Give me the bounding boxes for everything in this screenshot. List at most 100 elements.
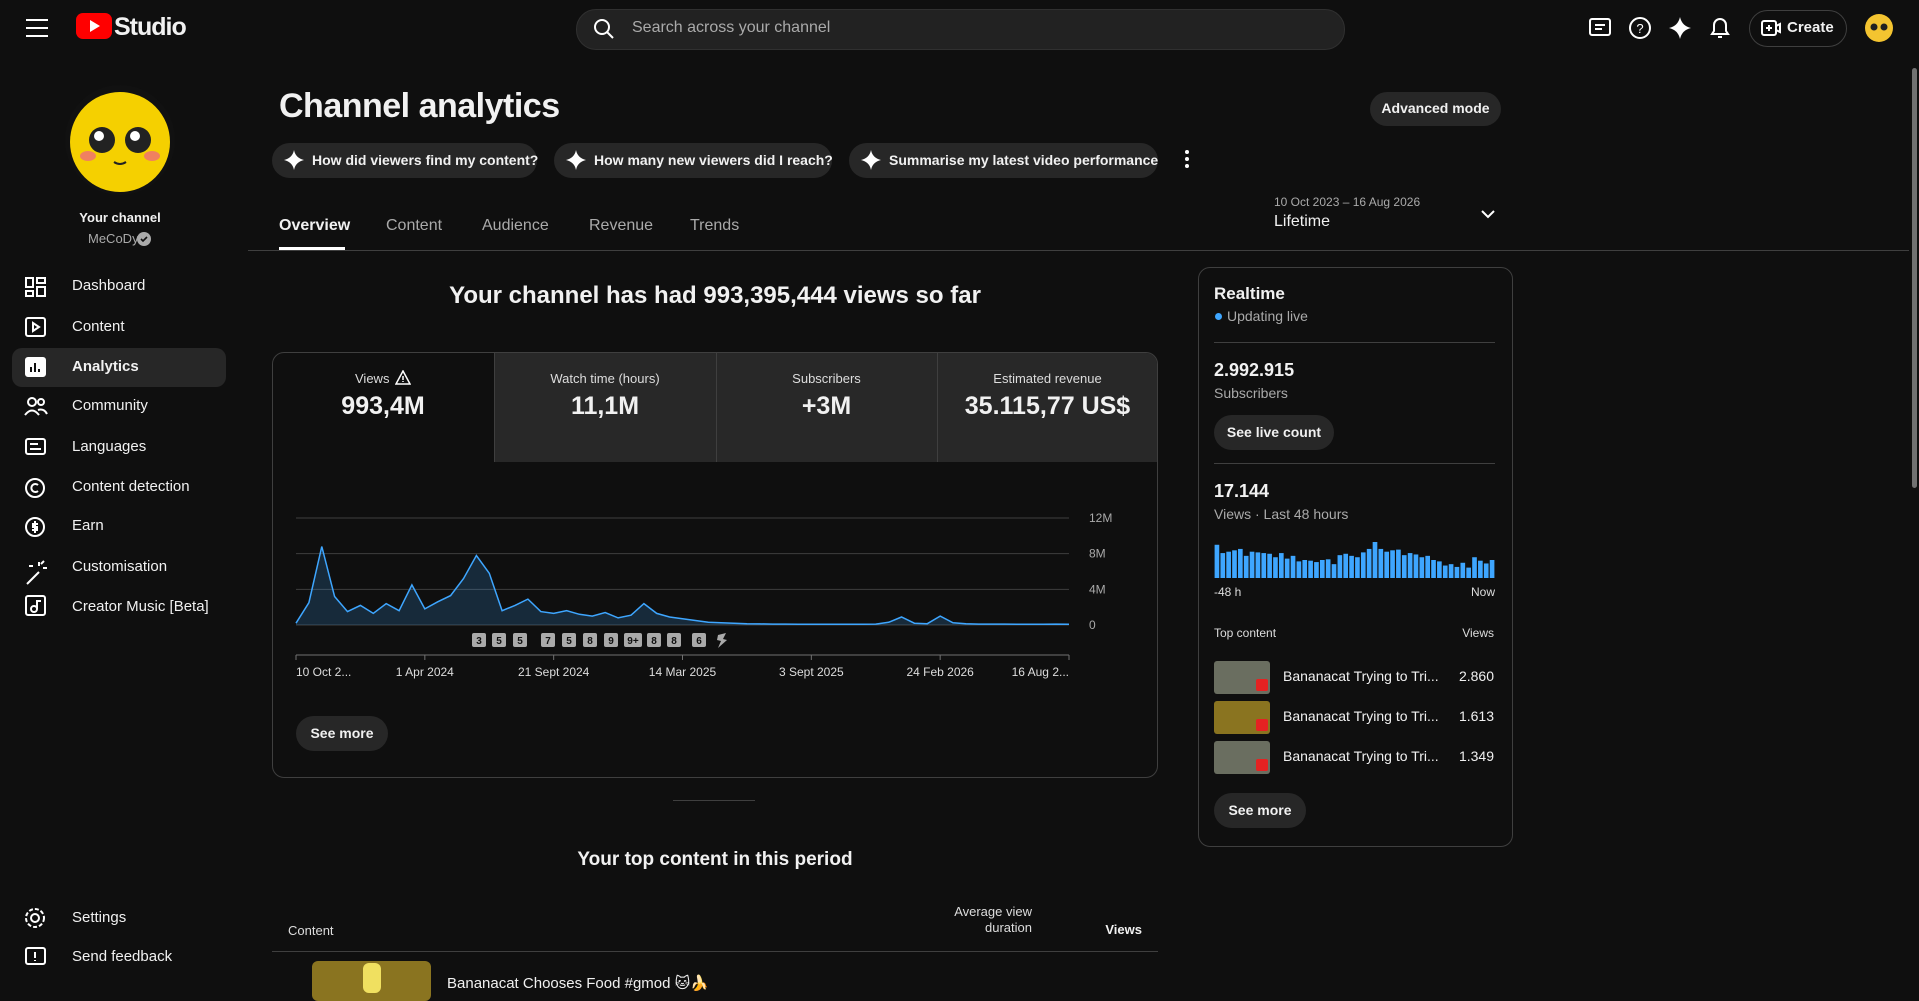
create-button[interactable] [1749, 10, 1847, 47]
menu-icon[interactable] [26, 18, 50, 38]
row-thumbnail[interactable] [312, 961, 431, 1001]
row-thumbnail[interactable] [1214, 701, 1270, 734]
marker-box[interactable] [604, 633, 618, 647]
bar [1314, 562, 1319, 578]
marker-label[interactable]: 5 [517, 636, 523, 647]
marker-label[interactable]: 5 [566, 636, 572, 647]
bar [1337, 555, 1343, 578]
search-placeholder[interactable]: Search across your channel [632, 19, 831, 36]
marker-label[interactable]: 9 [608, 636, 614, 647]
metric-label[interactable]: Views [355, 371, 390, 386]
row-thumbnail[interactable] [1214, 661, 1270, 694]
period-chevron[interactable] [1480, 208, 1496, 220]
marker-label[interactable]: 8 [671, 636, 677, 647]
prompt-label[interactable]: How many new viewers did I reach? [594, 152, 833, 168]
marker-label[interactable]: 8 [651, 636, 657, 647]
marker-label[interactable]: 6 [696, 636, 702, 647]
metric-label[interactable]: Watch time (hours) [550, 371, 660, 386]
nav-item[interactable]: Creator Music [Beta] [72, 598, 209, 615]
tab[interactable]: Revenue [589, 217, 654, 234]
metric-value[interactable]: +3M [801, 392, 852, 420]
bar [1325, 559, 1331, 578]
account-avatar[interactable] [1864, 13, 1894, 43]
nav-item[interactable]: Customisation [72, 558, 168, 575]
nav-item[interactable]: Content [72, 318, 125, 335]
views-line [295, 546, 1070, 626]
prompt-chip[interactable] [272, 143, 537, 178]
logo-icon[interactable] [76, 13, 112, 39]
bar [1407, 553, 1413, 578]
shorts-marker[interactable] [717, 633, 727, 648]
bar [1343, 553, 1349, 578]
marker-label[interactable]: 5 [496, 636, 502, 647]
date-range[interactable]: 10 Oct 2023 – 16 Aug 2026 [1274, 195, 1421, 209]
marker-label[interactable]: 9+ [627, 636, 639, 647]
create-label[interactable]: Create [1787, 19, 1834, 36]
period[interactable]: Lifetime [1274, 213, 1331, 230]
realtime-title: Realtime [1214, 284, 1285, 303]
metric-label[interactable]: Estimated revenue [993, 371, 1102, 386]
logo-text[interactable]: Studio [114, 13, 187, 41]
shorts-badge [1256, 759, 1268, 771]
top-content-label: Top content [1214, 626, 1277, 640]
nav-item[interactable]: Send feedback [72, 948, 173, 965]
prompt-label[interactable]: Summarise my latest video performance [889, 152, 1159, 168]
row-thumbnail[interactable] [1214, 741, 1270, 774]
tab[interactable]: Trends [690, 217, 740, 234]
nav-item[interactable]: Languages [72, 438, 147, 455]
bar [1460, 562, 1466, 578]
metric-value[interactable]: 35.115,77 US$ [964, 392, 1131, 420]
channel-name[interactable]: MeCoDy [88, 231, 139, 246]
bar [1214, 544, 1220, 578]
marker-box[interactable] [667, 633, 681, 647]
nav-item[interactable]: Dashboard [72, 277, 146, 294]
marker-box[interactable] [513, 633, 527, 647]
row-title[interactable]: Bananacat Trying to Tri... [1283, 668, 1439, 684]
marker-box[interactable] [692, 633, 706, 647]
x-tick-label: 1 Apr 2024 [396, 665, 454, 679]
live-count-label[interactable]: See live count [1226, 424, 1322, 440]
advanced-mode-label[interactable]: Advanced mode [1381, 100, 1490, 116]
prompt-label[interactable]: How did viewers find my content? [312, 152, 539, 168]
row-title[interactable]: Bananacat Trying to Tri... [1283, 748, 1439, 764]
row-title[interactable]: Bananacat Chooses Food #gmod 🐱🍌 [447, 975, 709, 992]
marker-label[interactable]: 8 [587, 636, 593, 647]
channel-avatar[interactable] [64, 84, 176, 196]
metric-value[interactable]: 993,4M [341, 392, 425, 420]
marker-box[interactable] [472, 633, 486, 647]
search-box[interactable] [576, 9, 1345, 50]
realtime-card [1198, 267, 1513, 847]
nav-item[interactable]: Analytics [72, 358, 139, 375]
marker-label[interactable]: 3 [476, 636, 482, 647]
see-more-button[interactable] [296, 716, 388, 751]
bar [1396, 549, 1401, 578]
metric-value[interactable]: 11,1M [570, 392, 640, 420]
nav-item[interactable]: Community [72, 397, 148, 414]
nav-item[interactable]: Content detection [72, 478, 190, 495]
nav-item[interactable]: Settings [72, 909, 127, 926]
tab[interactable]: Content [386, 217, 443, 234]
advanced-mode-button[interactable] [1370, 92, 1501, 126]
row-title[interactable]: Bananacat Trying to Tri... [1283, 708, 1439, 724]
tab[interactable]: Overview [279, 217, 351, 234]
see-more-label[interactable]: See more [1228, 802, 1292, 818]
marker-box[interactable] [624, 633, 642, 647]
marker-box[interactable] [562, 633, 576, 647]
marker-box[interactable] [541, 633, 555, 647]
table-header: Average view duration [954, 904, 1032, 935]
marker-box[interactable] [647, 633, 661, 647]
scrollbar[interactable] [1912, 68, 1917, 488]
row-views: 1.349 [1458, 748, 1494, 764]
header-icons[interactable]: ? [1588, 16, 1738, 42]
prompt-chip[interactable] [849, 143, 1158, 178]
marker-box[interactable] [492, 633, 506, 647]
nav-item[interactable]: Earn [72, 517, 104, 534]
see-more-button[interactable] [1214, 793, 1306, 828]
marker-box[interactable] [583, 633, 597, 647]
tab[interactable]: Audience [482, 217, 549, 234]
prompt-chip[interactable] [554, 143, 832, 178]
see-more-label[interactable]: See more [310, 725, 374, 741]
metric-label[interactable]: Subscribers [792, 371, 861, 386]
live-count-button[interactable] [1214, 415, 1334, 450]
marker-label[interactable]: 7 [545, 636, 551, 647]
